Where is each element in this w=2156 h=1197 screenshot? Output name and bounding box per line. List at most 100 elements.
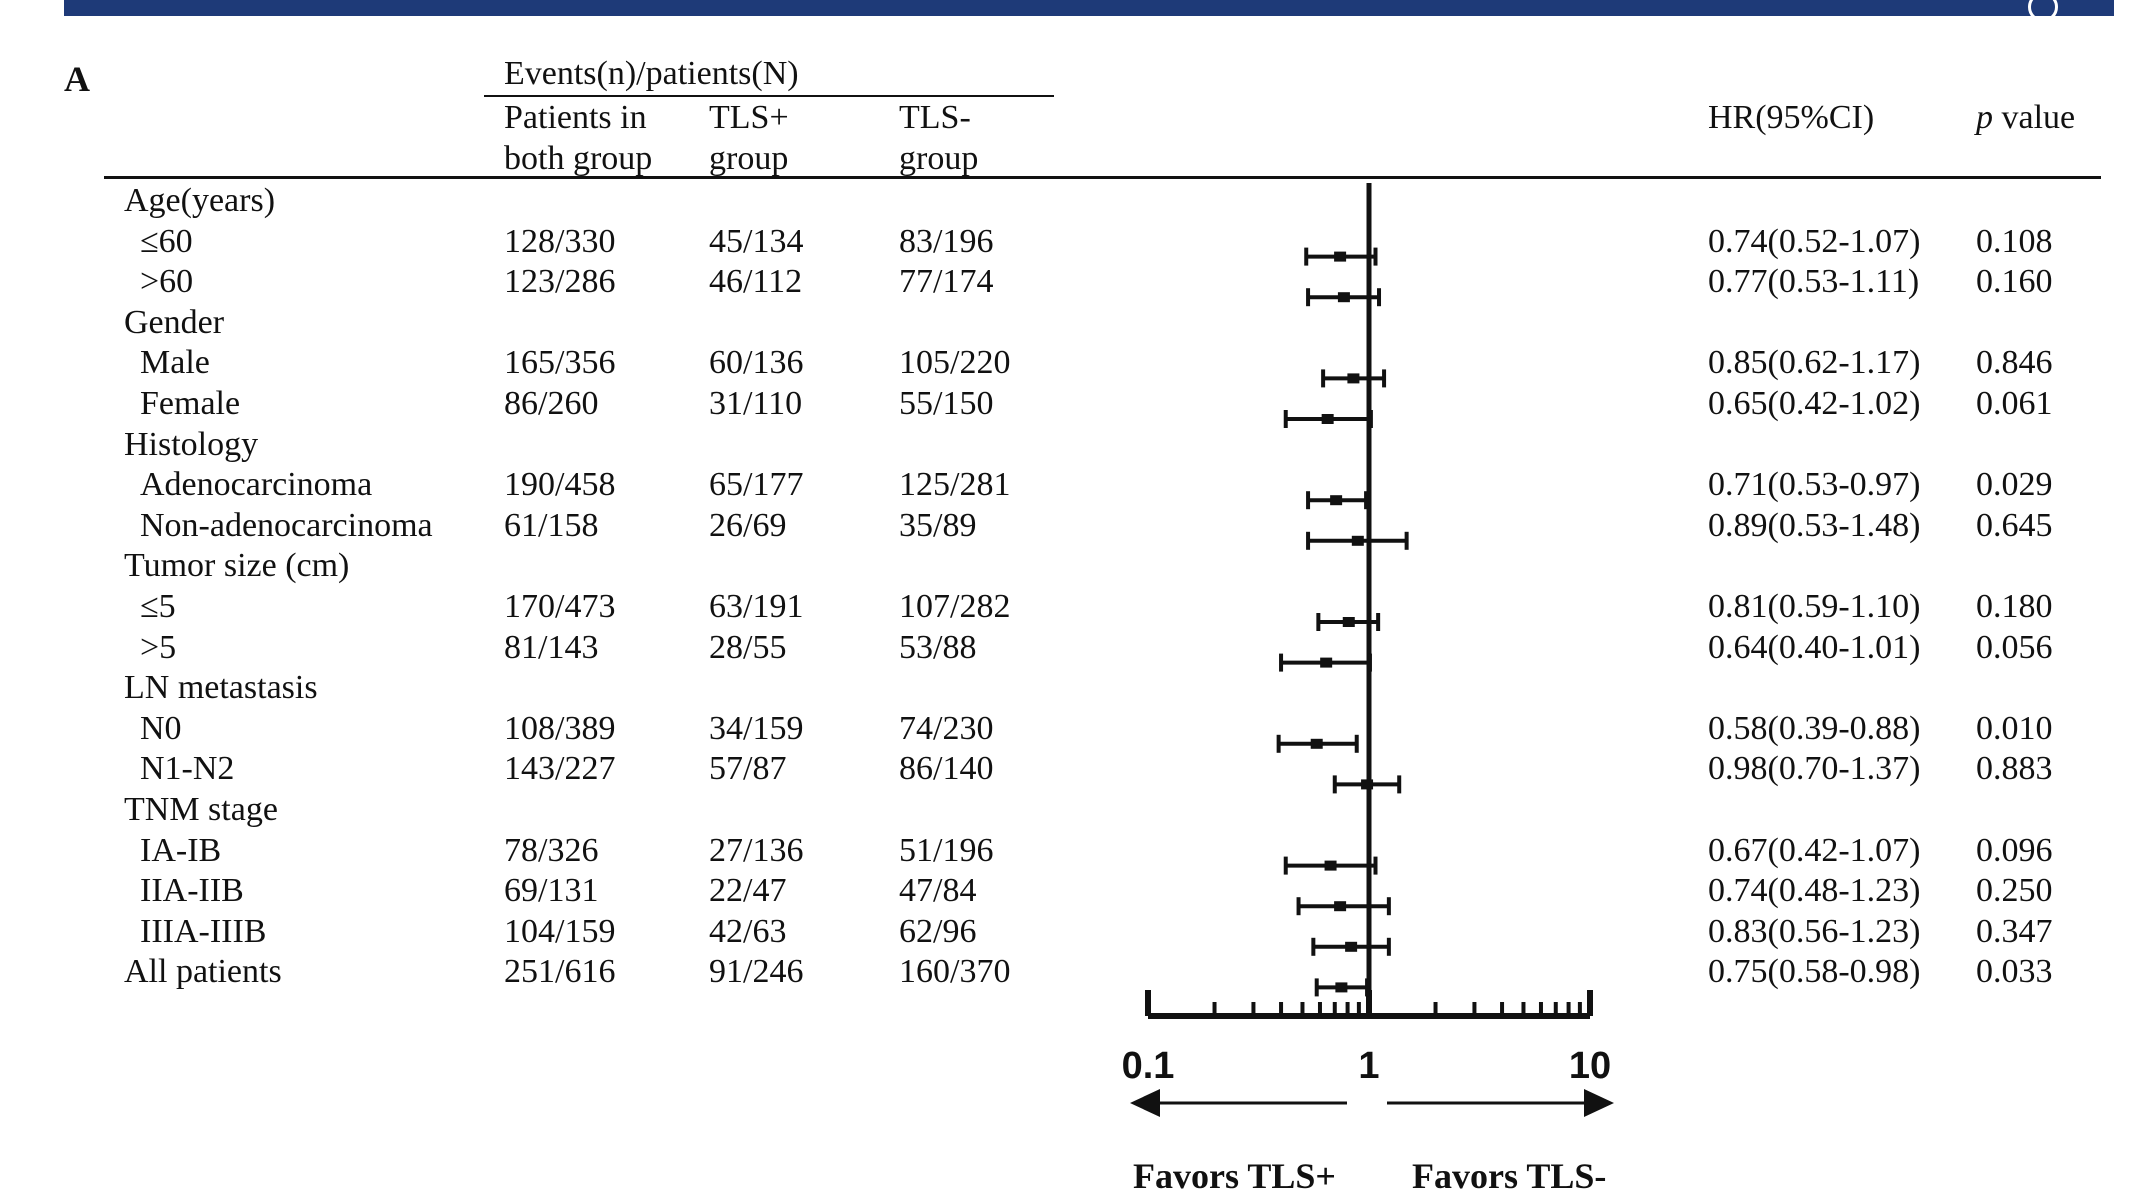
hr-point bbox=[1335, 982, 1348, 993]
subgroup-label: >5 bbox=[140, 628, 177, 666]
events-tls-neg-cell: 35/89 bbox=[899, 506, 977, 544]
hr-ci-cell: 0.67(0.42-1.07) bbox=[1708, 831, 1921, 869]
events-both-cell: 69/131 bbox=[504, 872, 599, 910]
events-both-cell: 165/356 bbox=[504, 344, 616, 382]
events-tls-neg-cell: 125/281 bbox=[899, 466, 1011, 504]
events-tls-neg-cell: 86/140 bbox=[899, 750, 994, 788]
col-header-tls-pos: TLS+ group bbox=[709, 97, 789, 179]
events-tls-pos-cell: 46/112 bbox=[709, 263, 803, 301]
events-both-cell: 190/458 bbox=[504, 466, 616, 504]
hr-ci-cell: 0.85(0.62-1.17) bbox=[1708, 344, 1921, 382]
subgroup-label: IIIA-IIIB bbox=[140, 912, 267, 950]
hr-ci-cell: 0.71(0.53-0.97) bbox=[1708, 466, 1921, 504]
events-both-cell: 86/260 bbox=[504, 385, 599, 422]
hr-ci-cell: 0.74(0.52-1.07) bbox=[1708, 222, 1921, 260]
events-tls-pos-cell: 34/159 bbox=[709, 709, 804, 747]
events-tls-pos-cell: 60/136 bbox=[709, 344, 804, 382]
subgroup-label: Non-adenocarcinoma bbox=[140, 506, 433, 544]
favors-right-label: Favors TLS- bbox=[1412, 1156, 1607, 1196]
events-tls-neg-cell: 55/150 bbox=[899, 385, 994, 422]
events-tls-neg-cell: 105/220 bbox=[899, 344, 1011, 382]
hr-point bbox=[1345, 941, 1358, 952]
events-tls-neg-cell: 160/370 bbox=[899, 953, 1011, 991]
events-tls-pos-cell: 42/63 bbox=[709, 912, 787, 950]
subgroup-label: Male bbox=[140, 344, 210, 382]
col-header-p-rest: value bbox=[1993, 99, 2076, 136]
events-both-cell: 104/159 bbox=[504, 912, 616, 950]
p-value-cell: 0.010 bbox=[1976, 709, 2053, 747]
col-header-tls-pos-line1: TLS+ bbox=[709, 99, 789, 136]
events-both-cell: 78/326 bbox=[504, 831, 599, 869]
events-tls-neg-cell: 83/196 bbox=[899, 222, 994, 260]
hr-ci-cell: 0.98(0.70-1.37) bbox=[1708, 750, 1921, 788]
p-value-cell: 0.250 bbox=[1976, 872, 2053, 910]
events-both-cell: 143/227 bbox=[504, 750, 616, 788]
p-value-cell: 0.160 bbox=[1976, 263, 2053, 301]
hr-point bbox=[1337, 292, 1350, 303]
tick-label: 1 bbox=[1358, 1045, 1379, 1087]
events-both-cell: 108/389 bbox=[504, 709, 616, 747]
events-both-cell: 123/286 bbox=[504, 263, 616, 301]
events-both-cell: 251/616 bbox=[504, 953, 616, 991]
col-header-hr: HR(95%CI) bbox=[1708, 99, 1875, 136]
events-tls-pos-cell: 27/136 bbox=[709, 831, 804, 869]
p-value-cell: 0.883 bbox=[1976, 750, 2053, 788]
col-header-tls-pos-line2: group bbox=[709, 140, 789, 177]
events-tls-pos-cell: 65/177 bbox=[709, 466, 804, 504]
col-header-p-italic: p bbox=[1976, 99, 1993, 136]
p-value-cell: 0.056 bbox=[1976, 628, 2053, 666]
events-tls-pos-cell: 22/47 bbox=[709, 872, 787, 910]
events-tls-neg-cell: 62/96 bbox=[899, 912, 977, 950]
category-label: TNM stage bbox=[124, 791, 278, 828]
category-label: Age(years) bbox=[124, 182, 276, 219]
col-header-tls-neg-line2: group bbox=[899, 140, 979, 177]
events-tls-pos-cell: 28/55 bbox=[709, 628, 787, 666]
events-tls-pos-cell: 63/191 bbox=[709, 588, 804, 625]
events-tls-neg-cell: 47/84 bbox=[899, 872, 977, 910]
p-value-cell: 0.645 bbox=[1976, 506, 2053, 544]
p-value-cell: 0.096 bbox=[1976, 831, 2053, 869]
hr-point bbox=[1310, 738, 1323, 749]
events-both-cell: 81/143 bbox=[504, 628, 599, 666]
category-label: All patients bbox=[124, 953, 282, 991]
subgroup-label: Adenocarcinoma bbox=[140, 466, 373, 504]
hr-point bbox=[1321, 414, 1334, 424]
favors-left-label: Favors TLS+ bbox=[1133, 1156, 1336, 1196]
events-tls-pos-cell: 31/110 bbox=[709, 385, 803, 422]
events-tls-pos-cell: 45/134 bbox=[709, 222, 804, 260]
events-tls-neg-cell: 51/196 bbox=[899, 831, 994, 869]
p-value-cell: 0.061 bbox=[1976, 385, 2053, 422]
hr-ci-cell: 0.75(0.58-0.98) bbox=[1708, 953, 1921, 991]
group-title-underline bbox=[484, 95, 1054, 97]
hr-ci-cell: 0.89(0.53-1.48) bbox=[1708, 506, 1921, 544]
category-label: Tumor size (cm) bbox=[124, 547, 350, 585]
hr-point bbox=[1351, 535, 1364, 546]
events-tls-neg-cell: 77/174 bbox=[899, 263, 994, 301]
col-header-tls-neg-line1: TLS- bbox=[899, 99, 971, 136]
hr-point bbox=[1361, 779, 1374, 790]
circle-icon bbox=[2028, 0, 2058, 22]
p-value-cell: 0.846 bbox=[1976, 344, 2053, 382]
p-value-cell: 0.108 bbox=[1976, 222, 2053, 260]
subgroup-label: >60 bbox=[140, 263, 194, 301]
subgroup-label: Female bbox=[140, 385, 241, 422]
hr-ci-cell: 0.64(0.40-1.01) bbox=[1708, 628, 1921, 666]
tick-label: 0.1 bbox=[1122, 1045, 1175, 1087]
col-header-both-line2: both group bbox=[504, 140, 653, 177]
subgroup-label: N1-N2 bbox=[140, 750, 235, 788]
tick-label: 10 bbox=[1569, 1045, 1611, 1087]
events-tls-neg-cell: 74/230 bbox=[899, 709, 994, 747]
category-label: Histology bbox=[124, 425, 259, 463]
panel-label: A bbox=[64, 59, 90, 99]
hr-ci-cell: 0.74(0.48-1.23) bbox=[1708, 872, 1921, 910]
subgroup-label: IA-IB bbox=[140, 831, 222, 869]
col-header-p: p value bbox=[1976, 97, 2075, 138]
subgroup-label: N0 bbox=[140, 709, 182, 747]
p-value-cell: 0.033 bbox=[1976, 953, 2053, 991]
events-tls-pos-cell: 57/87 bbox=[709, 750, 787, 788]
category-label: LN metastasis bbox=[124, 669, 318, 707]
events-tls-neg-cell: 53/88 bbox=[899, 628, 977, 666]
p-value-cell: 0.180 bbox=[1976, 588, 2053, 625]
p-value-cell: 0.347 bbox=[1976, 912, 2053, 950]
hr-ci-cell: 0.83(0.56-1.23) bbox=[1708, 912, 1921, 950]
